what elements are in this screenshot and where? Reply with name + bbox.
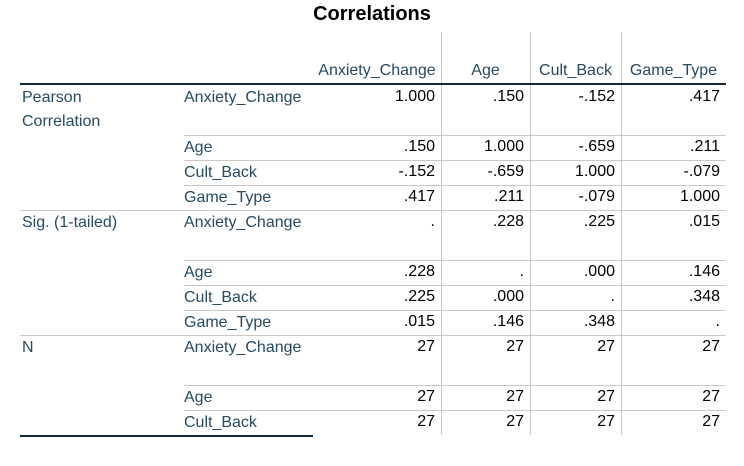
section-separator bbox=[20, 335, 726, 336]
column-header: Age bbox=[443, 32, 528, 83]
table-cell: 27 bbox=[597, 338, 615, 355]
table-cell: -.079 bbox=[683, 163, 720, 180]
row-variable-label: Anxiety_Change bbox=[184, 214, 302, 231]
section-separator bbox=[20, 210, 726, 211]
row-separator bbox=[184, 410, 726, 411]
table-cell: 27 bbox=[506, 388, 524, 405]
table-cell: . bbox=[519, 263, 524, 280]
header-rule bbox=[20, 83, 726, 85]
column-header: Cult_Back bbox=[532, 32, 619, 83]
table-cell: 1.000 bbox=[679, 188, 720, 205]
row-variable-label: Anxiety_Change bbox=[184, 339, 302, 356]
table-cell: .146 bbox=[688, 263, 720, 280]
table-cell: 1.000 bbox=[574, 163, 615, 180]
row-separator bbox=[184, 310, 726, 311]
section-label: Sig. (1-tailed) bbox=[22, 214, 118, 231]
table-cell: .417 bbox=[403, 188, 435, 205]
section-label: Pearson Correlation bbox=[22, 89, 101, 130]
table-cell: .150 bbox=[403, 138, 435, 155]
header-separator bbox=[621, 32, 622, 83]
row-variable-label: Anxiety_Change bbox=[184, 89, 302, 106]
table-cell: 27 bbox=[417, 388, 435, 405]
section-label: N bbox=[22, 339, 34, 356]
table-cell: -.152 bbox=[398, 163, 435, 180]
row-separator bbox=[184, 260, 726, 261]
column-separator bbox=[530, 85, 531, 435]
column-header-label: Cult_Back bbox=[539, 62, 612, 79]
table-cell: .015 bbox=[403, 313, 435, 330]
column-header-label: Age bbox=[471, 62, 500, 79]
row-variable-label: Cult_Back bbox=[184, 164, 257, 181]
table-cell: 1.000 bbox=[394, 88, 435, 105]
column-header-label: Anxiety_Change bbox=[318, 62, 436, 79]
table-cell: 27 bbox=[702, 413, 720, 430]
table-cell: . bbox=[715, 313, 720, 330]
row-separator bbox=[184, 385, 726, 386]
row-variable-label: Age bbox=[184, 139, 213, 156]
table-cell: .211 bbox=[690, 138, 720, 155]
table-cell: .000 bbox=[583, 263, 615, 280]
table-cell: . bbox=[430, 213, 435, 230]
table-cell: .150 bbox=[492, 88, 524, 105]
table-cell: .228 bbox=[403, 263, 435, 280]
column-header: Anxiety_Change bbox=[315, 32, 439, 83]
table-cell: 27 bbox=[506, 338, 524, 355]
table-cell: 27 bbox=[417, 413, 435, 430]
column-header: Game_Type bbox=[623, 32, 724, 83]
header-separator bbox=[530, 32, 531, 83]
table-cell: .348 bbox=[688, 288, 720, 305]
table-cell: .015 bbox=[688, 213, 720, 230]
table-cell: . bbox=[610, 288, 615, 305]
table-title: Correlations bbox=[313, 3, 431, 25]
table-cell: .146 bbox=[492, 313, 524, 330]
table-cell: .228 bbox=[492, 213, 524, 230]
table-cell: 27 bbox=[702, 338, 720, 355]
row-variable-label: Age bbox=[184, 389, 213, 406]
table-bottom-rule bbox=[20, 435, 313, 437]
row-separator bbox=[184, 135, 726, 136]
column-header-label: Game_Type bbox=[629, 62, 718, 79]
table-cell: 1.000 bbox=[483, 138, 524, 155]
table-cell: -.079 bbox=[578, 188, 615, 205]
row-variable-label: Cult_Back bbox=[184, 414, 257, 431]
table-cell: 27 bbox=[597, 413, 615, 430]
table-cell: .211 bbox=[494, 188, 524, 205]
table-cell: .225 bbox=[583, 213, 615, 230]
table-cell: .417 bbox=[688, 88, 720, 105]
row-variable-label: Age bbox=[184, 264, 213, 281]
row-variable-label: Game_Type bbox=[184, 314, 272, 331]
table-cell: -.659 bbox=[578, 138, 615, 155]
table-cell: 27 bbox=[417, 338, 435, 355]
header-separator bbox=[441, 32, 442, 83]
table-cell: .348 bbox=[583, 313, 615, 330]
column-separator bbox=[621, 85, 622, 435]
table-cell: .225 bbox=[403, 288, 435, 305]
row-variable-label: Cult_Back bbox=[184, 289, 257, 306]
table-cell: -.152 bbox=[578, 88, 615, 105]
table-cell: -.659 bbox=[487, 163, 524, 180]
column-separator bbox=[441, 85, 442, 435]
row-separator bbox=[184, 285, 726, 286]
table-cell: 27 bbox=[597, 388, 615, 405]
table-cell: 27 bbox=[702, 388, 720, 405]
table-cell: 27 bbox=[506, 413, 524, 430]
row-separator bbox=[184, 185, 726, 186]
row-variable-label: Game_Type bbox=[184, 189, 272, 206]
table-cell: .000 bbox=[492, 288, 524, 305]
row-separator bbox=[184, 160, 726, 161]
